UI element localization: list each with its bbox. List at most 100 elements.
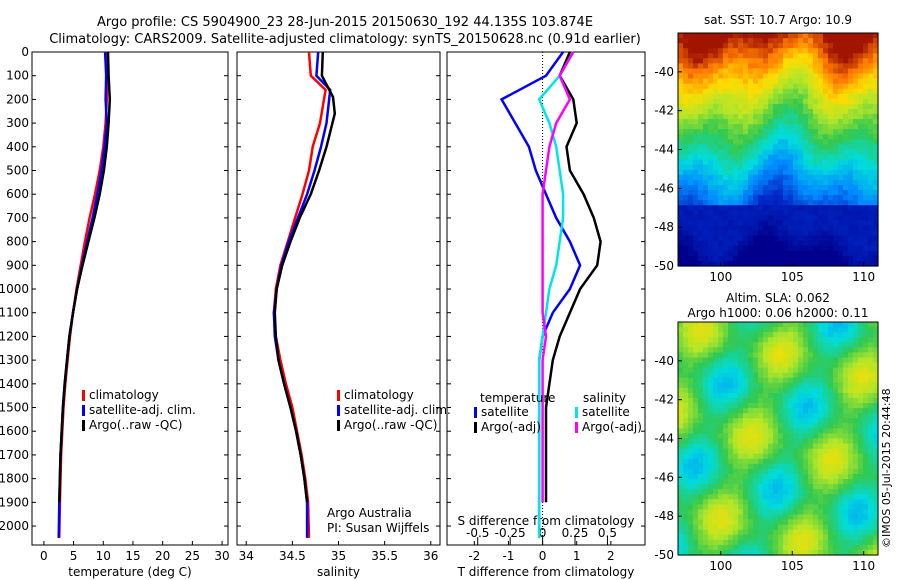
map-cell bbox=[873, 124, 879, 130]
map-cell bbox=[863, 139, 869, 146]
map-cell bbox=[698, 443, 704, 450]
map-cell bbox=[823, 88, 829, 95]
map-cell bbox=[818, 159, 824, 166]
map-cell bbox=[778, 479, 784, 485]
map-cell bbox=[763, 372, 769, 379]
map-cell bbox=[743, 479, 749, 485]
map-cell bbox=[848, 205, 854, 211]
map-cell bbox=[718, 534, 724, 541]
map-cell bbox=[723, 225, 729, 232]
map-cell bbox=[798, 433, 804, 440]
map-cell bbox=[793, 53, 799, 59]
map-cell bbox=[788, 529, 794, 536]
map-cell bbox=[743, 215, 749, 221]
map-cell bbox=[708, 549, 714, 556]
map-cell bbox=[793, 200, 799, 206]
map-cell bbox=[718, 544, 724, 551]
map-cell bbox=[718, 332, 724, 338]
map-cell bbox=[778, 38, 784, 44]
map-cell bbox=[753, 129, 759, 135]
map-cell bbox=[763, 463, 769, 470]
map-cell bbox=[763, 534, 769, 541]
map-cell bbox=[733, 342, 739, 348]
map-cell bbox=[803, 342, 809, 348]
map-cell bbox=[743, 174, 749, 181]
map-cell bbox=[823, 144, 829, 151]
map-cell bbox=[873, 408, 879, 414]
map-cell bbox=[688, 534, 694, 541]
map-cell bbox=[828, 332, 834, 338]
map-cell bbox=[718, 109, 724, 115]
map-cell bbox=[848, 428, 854, 435]
map-cell bbox=[788, 418, 794, 424]
map-cell bbox=[748, 63, 754, 70]
map-cell bbox=[688, 484, 694, 490]
map-cell bbox=[698, 149, 704, 156]
map-cell bbox=[833, 169, 839, 176]
map-cell bbox=[753, 210, 759, 216]
map-cell bbox=[853, 423, 859, 429]
map-cell bbox=[763, 260, 769, 267]
map-cell bbox=[743, 93, 749, 100]
map-cell bbox=[838, 479, 844, 485]
map-cell bbox=[803, 220, 809, 227]
map-cell bbox=[848, 215, 854, 221]
map-cell bbox=[773, 382, 779, 389]
map-cell bbox=[788, 433, 794, 440]
map-cell bbox=[688, 68, 694, 75]
map-cell bbox=[838, 159, 844, 166]
map-cell bbox=[718, 164, 724, 171]
map-cell bbox=[718, 215, 724, 221]
map-cell bbox=[803, 403, 809, 409]
map-cell bbox=[843, 33, 849, 39]
map-cell bbox=[693, 260, 699, 267]
map-cell bbox=[733, 448, 739, 455]
map-cell bbox=[828, 58, 834, 64]
map-cell bbox=[828, 63, 834, 70]
map-cell bbox=[803, 205, 809, 211]
map-cell bbox=[693, 159, 699, 166]
map-cell bbox=[798, 93, 804, 100]
map-cell bbox=[813, 48, 819, 54]
map-cell bbox=[753, 260, 759, 267]
map-cell bbox=[723, 245, 729, 252]
map-cell bbox=[753, 225, 759, 232]
map-cell bbox=[803, 235, 809, 242]
map-cell bbox=[738, 367, 744, 374]
map-cell bbox=[678, 159, 684, 166]
map-cell bbox=[778, 347, 784, 353]
map-cell bbox=[858, 215, 864, 221]
map-cell bbox=[828, 215, 834, 221]
map-cell bbox=[763, 499, 769, 505]
x-tick-label: -2 bbox=[468, 549, 480, 563]
map-cell bbox=[763, 392, 769, 399]
map-cell bbox=[818, 114, 824, 120]
map-cell bbox=[798, 83, 804, 90]
map-cell bbox=[778, 494, 784, 500]
map-cell bbox=[683, 230, 689, 237]
map-cell bbox=[763, 458, 769, 465]
map-cell bbox=[848, 408, 854, 414]
map-cell bbox=[758, 539, 764, 546]
x-tick-label: 2 bbox=[607, 549, 615, 563]
map-cell bbox=[773, 245, 779, 252]
map-cell bbox=[823, 230, 829, 237]
s-tick-label: -0.25 bbox=[495, 526, 526, 540]
map-cell bbox=[798, 428, 804, 435]
map-cell bbox=[743, 494, 749, 500]
map-cell bbox=[848, 169, 854, 176]
map-cell bbox=[823, 205, 829, 211]
map-cell bbox=[763, 255, 769, 262]
map-cell bbox=[793, 240, 799, 247]
map-cell bbox=[733, 205, 739, 211]
map-cell bbox=[683, 205, 689, 211]
map-cell bbox=[778, 458, 784, 465]
map-cell bbox=[873, 443, 879, 450]
map-cell bbox=[838, 443, 844, 450]
map-cell bbox=[868, 48, 874, 54]
map-cell bbox=[703, 174, 709, 181]
map-cell bbox=[688, 322, 694, 328]
map-cell bbox=[688, 418, 694, 424]
map-cell bbox=[693, 362, 699, 369]
map-cell bbox=[873, 524, 879, 531]
